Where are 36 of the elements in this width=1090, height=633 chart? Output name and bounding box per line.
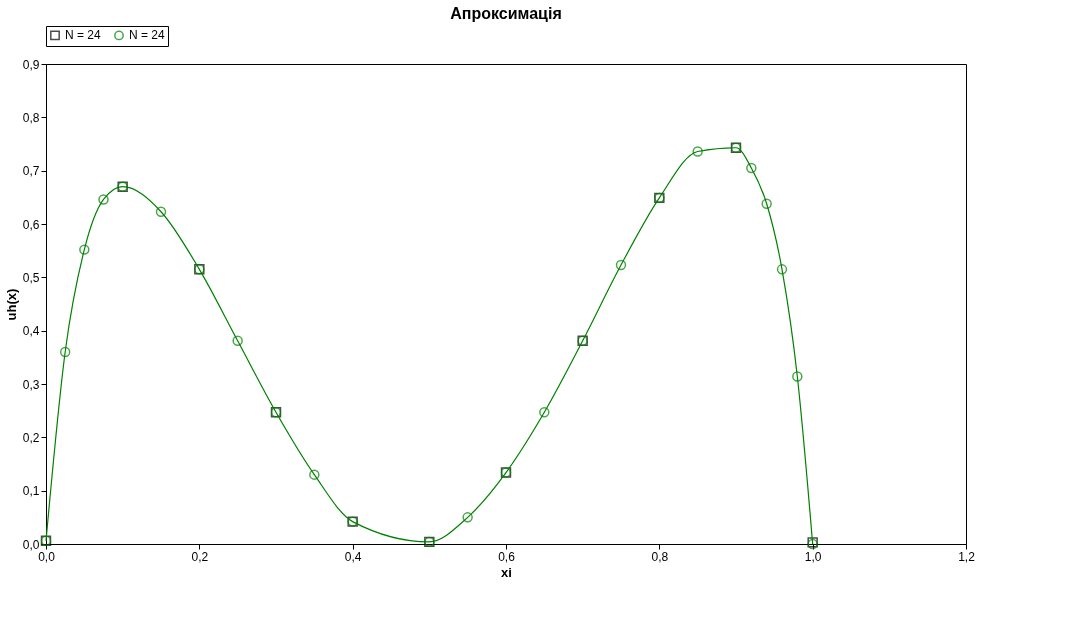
point	[59, 346, 71, 358]
point	[309, 469, 320, 480]
y-tick-label: 0,8	[22, 110, 40, 125]
point	[692, 146, 703, 157]
legend-label: N = 24	[65, 28, 102, 43]
x-tick-label: 1,2	[958, 549, 976, 564]
x-tick-label: 0,6	[498, 549, 516, 564]
point	[98, 194, 109, 205]
point	[761, 198, 772, 209]
y-tick-label: 0,9	[22, 57, 40, 72]
x-tick-label: 1,0	[804, 549, 822, 564]
point	[792, 371, 803, 382]
point	[79, 244, 90, 255]
point	[539, 407, 550, 418]
chart-title: Апроксимація	[450, 4, 562, 22]
point	[462, 512, 473, 523]
x-tick-label: 0,2	[191, 549, 209, 564]
y-axis-title: uh(x)	[3, 288, 19, 321]
point	[155, 206, 167, 217]
y-tick-label: 0,4	[22, 324, 40, 339]
y-tick-label: 0,6	[22, 217, 40, 232]
y-tick-label: 0,3	[22, 377, 40, 392]
y-tick-label: 0,5	[22, 270, 40, 285]
x-tick-label: 0,4	[344, 549, 362, 564]
y-tick-label: 0,2	[22, 430, 40, 445]
y-tick-label: 0,0	[22, 537, 40, 552]
point	[746, 162, 757, 174]
point	[776, 264, 788, 275]
point	[232, 335, 243, 347]
point	[615, 259, 627, 271]
x-tick-label: 0,8	[651, 549, 669, 564]
y-tick-label: 0,1	[22, 484, 40, 499]
x-axis-title: xi	[501, 564, 512, 580]
y-tick-label: 0,7	[22, 164, 40, 179]
x-tick-label: 0,0	[38, 549, 56, 564]
legend-label: N = 24	[129, 28, 166, 43]
